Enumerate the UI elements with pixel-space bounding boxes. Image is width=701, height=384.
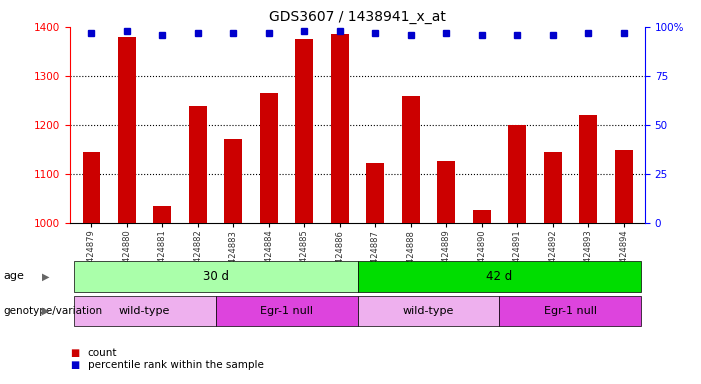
Title: GDS3607 / 1438941_x_at: GDS3607 / 1438941_x_at bbox=[269, 10, 446, 25]
Text: age: age bbox=[4, 271, 25, 281]
Text: 42 d: 42 d bbox=[486, 270, 512, 283]
Text: ■: ■ bbox=[70, 348, 79, 358]
Bar bbox=[367, 163, 384, 223]
Bar bbox=[216, 296, 358, 326]
Text: ▶: ▶ bbox=[42, 306, 49, 316]
Bar bbox=[508, 125, 526, 223]
Bar bbox=[189, 106, 207, 223]
Bar bbox=[499, 296, 641, 326]
Bar bbox=[224, 139, 242, 223]
Text: Egr-1 null: Egr-1 null bbox=[260, 306, 313, 316]
Bar bbox=[154, 205, 171, 223]
Bar bbox=[74, 296, 216, 326]
Bar bbox=[295, 39, 313, 223]
Text: count: count bbox=[88, 348, 117, 358]
Bar bbox=[402, 96, 420, 223]
Text: wild-type: wild-type bbox=[119, 306, 170, 316]
Bar bbox=[118, 37, 136, 223]
Text: ▶: ▶ bbox=[42, 271, 49, 281]
Text: wild-type: wild-type bbox=[403, 306, 454, 316]
Bar bbox=[83, 152, 100, 223]
Bar bbox=[437, 161, 455, 223]
Bar bbox=[473, 210, 491, 223]
Bar bbox=[579, 115, 597, 223]
Bar bbox=[358, 261, 641, 292]
Bar bbox=[260, 93, 278, 223]
Bar bbox=[544, 152, 562, 223]
Text: Egr-1 null: Egr-1 null bbox=[544, 306, 597, 316]
Bar bbox=[615, 150, 632, 223]
Text: 30 d: 30 d bbox=[203, 270, 229, 283]
Bar bbox=[331, 34, 348, 223]
Bar bbox=[358, 296, 499, 326]
Text: ■: ■ bbox=[70, 360, 79, 370]
Bar bbox=[74, 261, 358, 292]
Text: percentile rank within the sample: percentile rank within the sample bbox=[88, 360, 264, 370]
Text: genotype/variation: genotype/variation bbox=[4, 306, 102, 316]
